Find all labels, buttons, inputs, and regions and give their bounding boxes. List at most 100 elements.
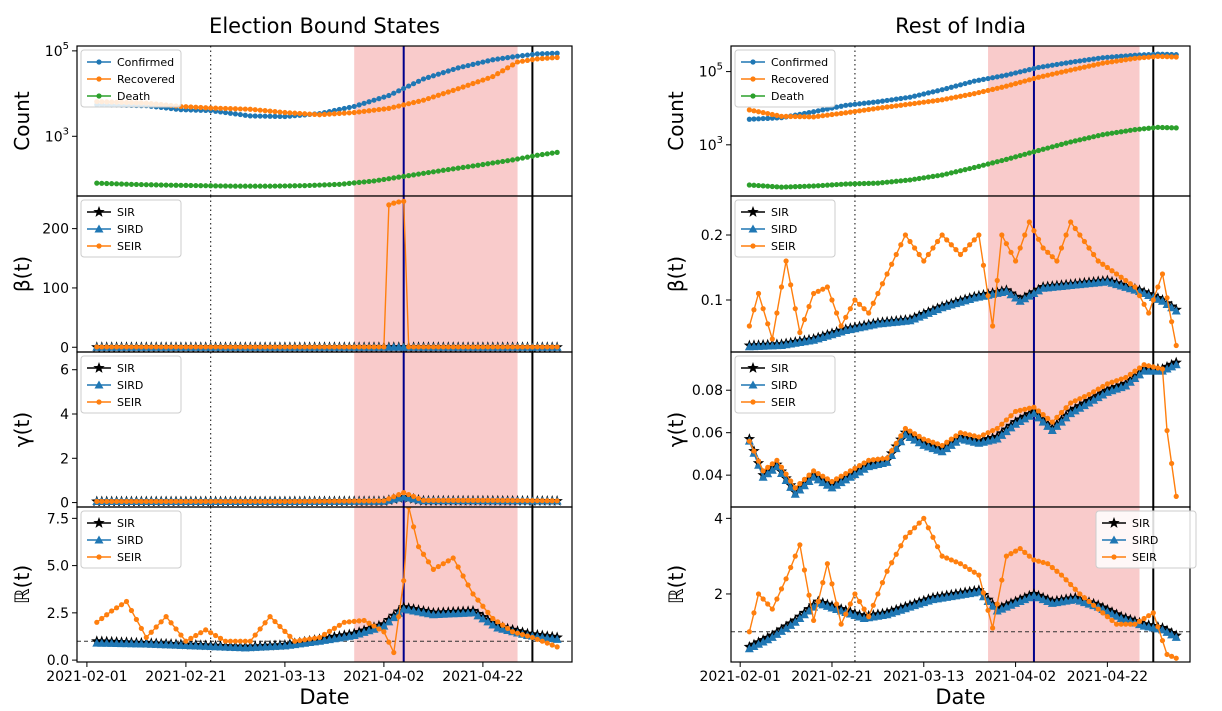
data-point-seir: [879, 456, 886, 462]
data-point-death: [861, 180, 867, 187]
data-point-confirmed: [1118, 53, 1124, 59]
data-point-seir: [445, 344, 451, 350]
data-point-confirmed: [806, 110, 812, 116]
data-point-recovered: [1008, 82, 1014, 88]
data-point-seir: [104, 344, 110, 350]
data-point-recovered: [1003, 83, 1010, 89]
data-point-death: [208, 183, 214, 189]
x-tick-label: 2021-02-21: [145, 669, 226, 685]
data-point-death: [1136, 126, 1143, 132]
data-point-death: [178, 182, 184, 188]
data-point-seir: [760, 306, 766, 312]
data-point-seir: [341, 344, 347, 350]
data-point-recovered: [856, 108, 863, 114]
data-point-seir: [1113, 271, 1120, 277]
data-point-seir: [829, 297, 835, 303]
data-point-death: [138, 181, 144, 188]
data-point-seir: [386, 496, 392, 502]
data-point-seir: [401, 198, 407, 204]
data-point-seir: [1072, 225, 1078, 232]
data-point-seir: [1086, 391, 1092, 398]
y-tick-label: 0.08: [692, 383, 723, 399]
data-point-seir: [371, 498, 377, 504]
legend-swatch-marker: [93, 517, 105, 528]
data-point-death: [765, 183, 771, 189]
data-point-confirmed: [939, 87, 945, 93]
data-point-seir: [440, 497, 446, 503]
data-point-sird: [1043, 597, 1053, 606]
data-point-death: [788, 184, 794, 190]
data-point-recovered: [815, 113, 821, 119]
data-point-seir: [435, 563, 441, 570]
data-point-recovered: [208, 105, 214, 111]
data-point-sird: [951, 437, 961, 446]
data-point-death: [500, 158, 506, 165]
legend: SIR SIRD SEIR: [80, 199, 182, 258]
data-point-seir: [138, 344, 144, 350]
data-point-seir: [999, 421, 1005, 427]
data-point-seir: [1063, 232, 1069, 238]
data-point-death: [361, 179, 367, 185]
data-point-death: [843, 181, 849, 187]
data-point-seir: [297, 344, 303, 350]
data-point-recovered: [1132, 55, 1138, 61]
legend-box: [80, 199, 182, 258]
data-point-seir: [1159, 366, 1166, 372]
data-point-confirmed: [227, 110, 234, 116]
data-point-seir: [912, 245, 918, 251]
data-point-seir: [824, 561, 830, 567]
y-tick-label: 0: [60, 340, 69, 356]
data-point-seir: [980, 432, 987, 438]
data-point-seir: [1173, 655, 1179, 661]
data-point-recovered: [1077, 65, 1083, 71]
data-point-confirmed: [1012, 70, 1019, 76]
data-point-death: [480, 161, 486, 168]
data-point-death: [1063, 140, 1069, 146]
data-point-death: [930, 173, 936, 179]
data-point-confirmed: [366, 99, 372, 105]
data-point-seir: [163, 344, 169, 350]
y-tick-label: 103: [45, 126, 69, 145]
data-point-recovered: [237, 106, 243, 112]
data-point-confirmed: [519, 53, 526, 59]
data-point-seir: [985, 607, 991, 613]
data-point-sird: [1024, 411, 1034, 420]
data-point-seir: [356, 498, 362, 504]
data-point-seir: [470, 344, 476, 350]
data-point-seir: [336, 622, 342, 628]
panel-beta: 0.1 0.2 β(t) SIR SIRD SEIR: [664, 195, 1191, 353]
y-tick-label: 100: [42, 281, 69, 297]
data-point-recovered: [967, 91, 973, 98]
data-point-seir: [1081, 238, 1088, 245]
data-point-seir: [282, 344, 288, 350]
data-point-sird: [992, 434, 1002, 443]
data-point-seir: [870, 457, 876, 463]
data-point-seir: [514, 497, 521, 504]
data-point-seir: [505, 497, 511, 504]
y-axis-label: Count: [664, 91, 688, 151]
data-point-death: [1091, 134, 1097, 140]
data-point-recovered: [925, 98, 931, 105]
data-point-confirmed: [980, 76, 987, 82]
data-point-seir: [485, 609, 491, 615]
data-point-confirmed: [1008, 71, 1014, 77]
data-point-recovered: [554, 54, 560, 61]
data-point-death: [1003, 156, 1010, 162]
data-point-seir: [509, 629, 516, 635]
data-point-seir: [755, 458, 762, 464]
data-point-death: [222, 183, 229, 189]
data-point-seir: [879, 281, 886, 287]
data-point-confirmed: [420, 76, 427, 82]
series-group: [743, 515, 1182, 661]
data-point-seir: [898, 433, 904, 439]
data-point-death: [1058, 141, 1065, 147]
data-point-death: [158, 182, 164, 188]
data-point-seir: [376, 498, 382, 504]
data-point-sird: [845, 472, 855, 481]
data-point-seir: [953, 247, 959, 253]
legend-label: Confirmed: [117, 56, 174, 69]
data-point-seir: [1058, 572, 1065, 578]
data-point-death: [282, 183, 288, 189]
x-tick-label: 2021-02-01: [46, 669, 127, 685]
